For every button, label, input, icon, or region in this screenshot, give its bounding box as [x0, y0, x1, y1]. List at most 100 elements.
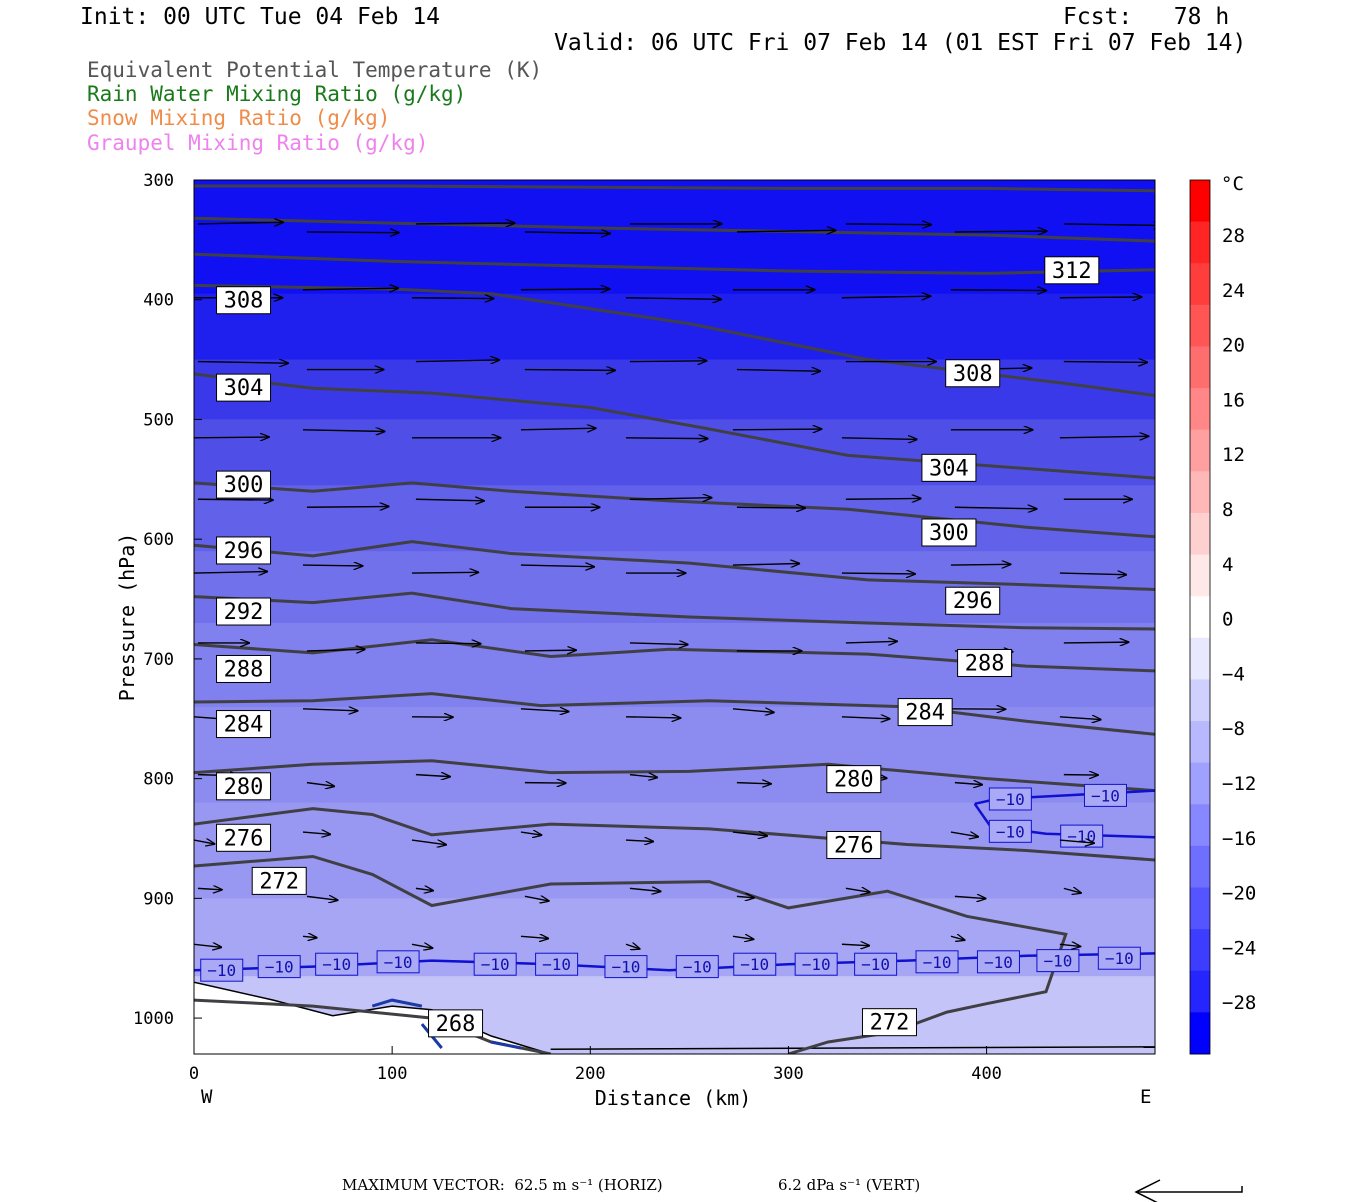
colorbar-swatch — [1190, 679, 1210, 721]
colorbar-swatch — [1190, 346, 1210, 388]
colorbar-swatch — [1190, 721, 1210, 763]
wind-vector — [951, 564, 1011, 565]
colorbar-swatch — [1190, 971, 1210, 1013]
colorbar-swatch — [1190, 222, 1210, 264]
theta-e-label: 308 — [953, 362, 993, 387]
colorbar-swatch — [1190, 305, 1210, 347]
isotherm-label: −10 — [802, 955, 831, 974]
east-label: E — [1140, 1086, 1151, 1108]
wind-vector — [846, 498, 921, 499]
theta-e-label: 272 — [870, 1011, 910, 1036]
colorbar-swatch — [1190, 1012, 1210, 1054]
theta-e-label: 296 — [953, 589, 993, 614]
wind-vector — [307, 506, 389, 507]
wind-vector — [630, 361, 707, 362]
colorbar-label: 24 — [1222, 280, 1245, 302]
isotherm-label: −10 — [996, 790, 1025, 809]
isotherm-label: −10 — [861, 955, 890, 974]
theta-e-label: 276 — [834, 833, 874, 858]
colorbar-swatch — [1190, 471, 1210, 513]
colorbar-swatch — [1190, 263, 1210, 305]
x-tick-label: 100 — [377, 1064, 408, 1084]
wind-vector — [951, 290, 1046, 291]
isotherm-label: −10 — [1091, 786, 1120, 805]
wind-vector — [521, 289, 609, 290]
shading-layer — [194, 485, 1155, 552]
theta-e-label: 280 — [834, 768, 874, 793]
wind-vector — [416, 643, 481, 644]
wind-vector — [198, 499, 273, 500]
x-axis-label: Distance (km) — [595, 1086, 752, 1110]
isotherm-label: −10 — [612, 958, 641, 977]
x-tick-label: 300 — [773, 1064, 804, 1084]
wind-vector — [733, 429, 821, 430]
y-tick-label: 600 — [143, 530, 174, 550]
colorbar-label: 12 — [1222, 444, 1245, 466]
y-tick-label: 900 — [143, 889, 174, 909]
wind-vector — [525, 650, 576, 651]
theta-e-label: 288 — [224, 657, 264, 682]
theta-e-label: 300 — [929, 521, 969, 546]
isotherm-label: −10 — [207, 961, 236, 980]
colorbar-label: 4 — [1222, 554, 1233, 576]
y-tick-label: 1000 — [133, 1009, 174, 1029]
wind-vector — [1064, 362, 1147, 363]
colorbar-label: −16 — [1222, 828, 1256, 850]
wind-vector — [412, 298, 494, 299]
wind-vector — [412, 572, 478, 573]
isotherm-label: −10 — [384, 953, 413, 972]
max-vector-horiz: MAXIMUM VECTOR: 62.5 m s⁻¹ (HORIZ) — [342, 1176, 663, 1194]
colorbar-label: 28 — [1222, 225, 1245, 247]
max-vector-arrow — [1130, 1166, 1250, 1202]
colorbar-label: 8 — [1222, 499, 1233, 521]
colorbar-unit: °C — [1221, 173, 1244, 195]
colorbar-label: 0 — [1222, 609, 1233, 631]
y-tick-label: 300 — [143, 171, 174, 191]
isotherm-label: −10 — [481, 955, 510, 974]
theta-e-label: 284 — [905, 701, 945, 726]
colorbar-swatch — [1190, 888, 1210, 930]
colorbar-swatch — [1190, 638, 1210, 680]
theta-e-label: 272 — [259, 869, 299, 894]
theta-e-label: 304 — [224, 376, 264, 401]
colorbar-label: −12 — [1222, 773, 1256, 795]
wind-vector — [1060, 297, 1142, 298]
isotherm-label: −10 — [322, 955, 351, 974]
colorbar-swatch — [1190, 388, 1210, 430]
colorbar-swatch — [1190, 555, 1210, 597]
y-tick-label: 400 — [143, 291, 174, 311]
west-label: W — [201, 1086, 213, 1108]
theta-e-label: 276 — [224, 826, 264, 851]
wind-vector — [416, 223, 515, 224]
colorbar-swatch — [1190, 513, 1210, 555]
wind-vector — [307, 232, 399, 233]
wind-vector — [737, 507, 805, 508]
colorbar-swatch — [1190, 180, 1210, 222]
theta-e-label: 268 — [436, 1012, 476, 1037]
theta-e-label: 292 — [224, 600, 264, 625]
cross-section-chart: −10 −10 −10 −10 −10 −10 −10 −10 −10 −10 −10 −10 −10 −… — [0, 0, 1350, 1170]
isotherm-label: −10 — [996, 822, 1025, 841]
colorbar-label: −8 — [1222, 718, 1245, 740]
x-tick-label: 0 — [189, 1064, 199, 1084]
theta-e-label: 284 — [224, 713, 264, 738]
wind-vector — [955, 231, 1047, 232]
theta-e-label: 304 — [929, 456, 969, 481]
y-tick-label: 800 — [143, 770, 174, 790]
isotherm-label: −10 — [265, 958, 294, 977]
colorbar-label: 16 — [1222, 389, 1245, 411]
colorbar-swatch — [1190, 430, 1210, 472]
isotherm-label: −10 — [1043, 952, 1072, 971]
wind-vector — [194, 437, 269, 438]
theta-e-label: 312 — [1052, 259, 1092, 284]
wind-vector — [1064, 642, 1129, 643]
wind-vector — [626, 438, 708, 439]
y-tick-label: 500 — [143, 410, 174, 430]
shading-layer — [194, 294, 1155, 361]
y-tick-label: 700 — [143, 650, 174, 670]
colorbar-label: −4 — [1222, 663, 1245, 685]
colorbar-label: −24 — [1222, 937, 1256, 959]
isotherm-label: −10 — [542, 955, 571, 974]
y-axis-label: Pressure (hPa) — [115, 533, 139, 702]
isotherm-label: −10 — [740, 955, 769, 974]
